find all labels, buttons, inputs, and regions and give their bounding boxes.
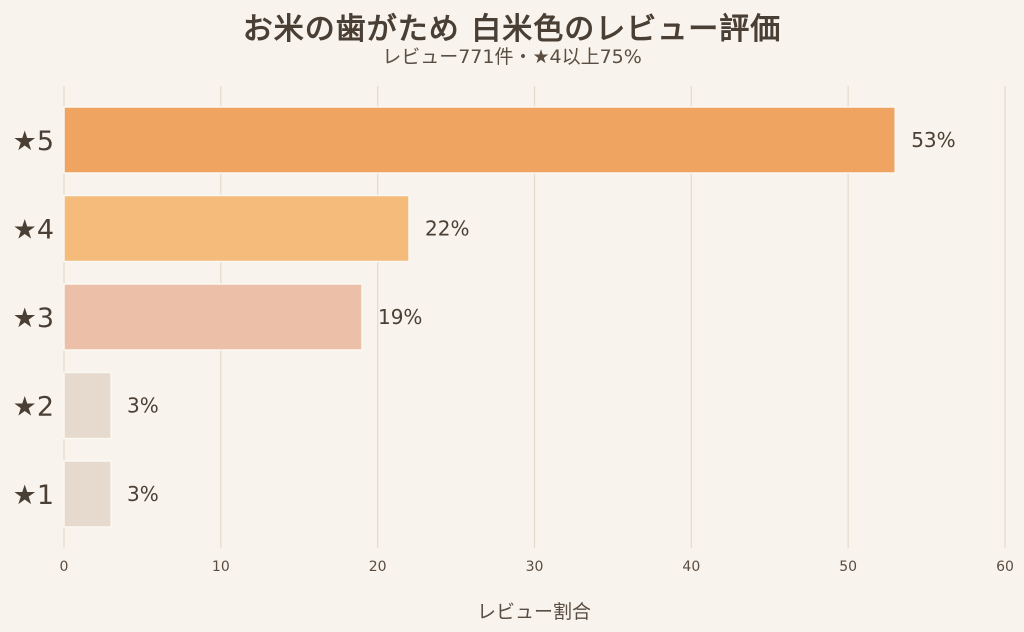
- chart-subtitle: レビュー771件・★4以上75%: [382, 46, 642, 68]
- y-tick-label: ★1: [13, 480, 54, 511]
- data-label: 19%: [378, 305, 422, 329]
- data-label: 3%: [127, 394, 159, 418]
- data-label: 53%: [911, 128, 955, 152]
- x-axis-tick-labels: 0 10 20 30 40 50 60: [60, 559, 1014, 575]
- bar: [63, 371, 112, 440]
- y-axis-tick-labels: ★5 ★4 ★3 ★2 ★1: [13, 126, 54, 511]
- y-tick-label: ★5: [13, 126, 54, 157]
- x-tick-label: 0: [60, 559, 69, 575]
- x-tick-label: 10: [212, 559, 230, 575]
- y-tick-label: ★4: [13, 215, 54, 246]
- x-tick-label: 40: [682, 559, 700, 575]
- bar: [63, 194, 410, 263]
- bar: [63, 106, 896, 174]
- y-tick-label: ★2: [13, 392, 54, 423]
- bars: [63, 106, 896, 528]
- y-tick-label: ★3: [13, 303, 54, 334]
- x-tick-label: 60: [996, 559, 1014, 575]
- bar: [63, 460, 112, 528]
- x-tick-label: 20: [369, 559, 387, 575]
- data-label: 22%: [425, 217, 469, 241]
- chart-title: お米の歯がため 白米色のレビュー評価: [242, 12, 782, 47]
- bar: [63, 283, 363, 351]
- data-label: 3%: [127, 482, 159, 506]
- x-tick-label: 30: [526, 559, 544, 575]
- x-tick-label: 50: [839, 559, 857, 575]
- data-labels: 53% 22% 19% 3% 3%: [127, 128, 956, 506]
- x-axis-label: レビュー割合: [476, 601, 591, 623]
